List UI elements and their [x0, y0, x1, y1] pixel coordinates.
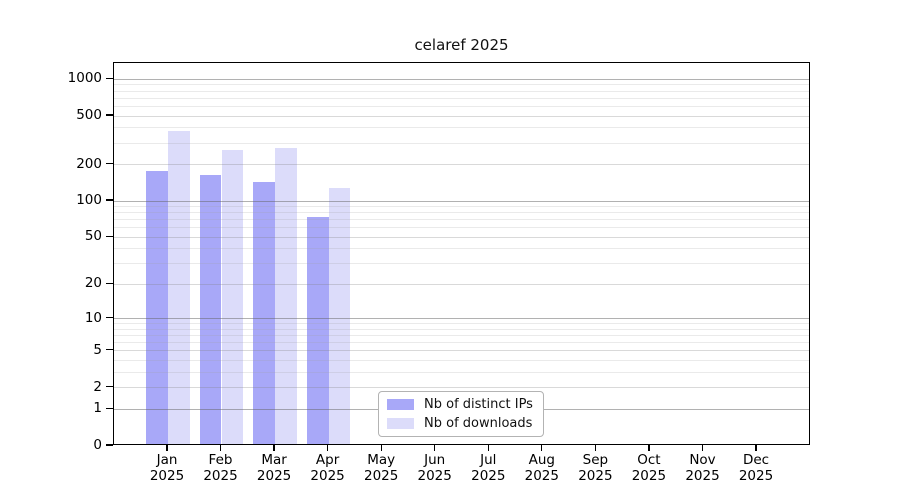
bar-jan-downloads	[168, 131, 190, 444]
x-tick-label-sep: Sep 2025	[578, 452, 613, 484]
x-tick-jul	[487, 445, 489, 451]
x-tick-label-dec: Dec 2025	[738, 452, 774, 484]
gridline-minor-6	[114, 342, 809, 344]
legend-item-downloads: Nb of downloads	[387, 416, 543, 431]
x-tick-nov	[701, 445, 704, 451]
y-tick-label-2: 2	[93, 378, 102, 395]
gridline-minor-3	[114, 371, 809, 373]
y-tick-1	[106, 407, 113, 409]
x-tick-sep	[594, 445, 596, 451]
y-tick-label-5: 5	[93, 341, 102, 358]
y-tick-label-1000: 1000	[67, 70, 102, 87]
y-tick-label-500: 500	[76, 107, 102, 123]
x-tick-label-mar: Mar 2025	[256, 452, 292, 484]
legend-label-distinct-ips: Nb of distinct IPs	[424, 397, 533, 412]
gridline-minor-30	[114, 263, 809, 265]
bar-apr-downloads	[328, 188, 351, 444]
y-tick-500	[106, 114, 113, 116]
gridline-minor-9	[114, 323, 809, 325]
gridline-minor-900	[114, 84, 809, 86]
y-tick-100	[106, 199, 113, 201]
y-tick-label-20: 20	[84, 275, 102, 292]
gridline-minor-4	[114, 360, 809, 362]
gridline-minor-90	[114, 206, 809, 208]
x-tick-jan	[166, 445, 168, 451]
y-tick-20	[106, 282, 113, 285]
gridline-minor-40	[114, 248, 809, 250]
bar-apr-distinct-ips	[306, 217, 329, 444]
gridline-minor-300	[114, 142, 809, 144]
x-tick-label-feb: Feb 2025	[203, 452, 238, 484]
gridline-minor-700	[114, 97, 809, 99]
legend-item-distinct-ips: Nb of distinct IPs	[387, 397, 543, 412]
x-tick-may	[380, 445, 382, 451]
y-tick-label-0: 0	[93, 437, 102, 453]
x-tick-aug	[541, 445, 543, 451]
x-tick-dec	[755, 445, 757, 451]
x-tick-jun	[434, 445, 436, 451]
bar-feb-downloads	[221, 149, 244, 444]
legend-swatch-distinct-ips	[387, 399, 414, 410]
y-tick-10	[106, 317, 113, 319]
x-tick-label-jan: Jan 2025	[149, 452, 185, 484]
y-tick-label-10: 10	[84, 309, 102, 326]
y-tick-50	[106, 235, 113, 237]
y-tick-label-200: 200	[76, 155, 102, 172]
gridline-major-10	[114, 318, 809, 320]
gridline-200	[114, 164, 809, 165]
x-tick-label-jun: Jun 2025	[417, 452, 452, 484]
bar-jan-distinct-ips	[146, 170, 168, 444]
gridline-minor-80	[114, 212, 809, 214]
x-tick-apr	[327, 445, 329, 451]
gridline-major-1000	[114, 78, 809, 80]
gridline-20	[114, 283, 809, 285]
bar-mar-distinct-ips	[253, 182, 276, 444]
x-tick-oct	[648, 445, 650, 451]
y-tick-5	[106, 349, 113, 351]
gridline-50	[114, 236, 809, 238]
gridline-minor-60	[114, 227, 809, 229]
x-tick-label-may: May 2025	[364, 452, 399, 484]
gridline-major-100	[114, 200, 809, 202]
bar-feb-distinct-ips	[199, 175, 222, 444]
y-tick-label-50: 50	[84, 228, 102, 245]
x-tick-label-oct: Oct 2025	[631, 452, 667, 484]
gridline-minor-8	[114, 328, 809, 330]
x-tick-label-aug: Aug 2025	[524, 452, 559, 484]
gridline-5	[114, 350, 809, 352]
x-tick-label-nov: Nov 2025	[685, 452, 720, 484]
gridline-minor-600	[114, 105, 809, 107]
legend: Nb of distinct IPs Nb of downloads	[378, 391, 544, 437]
gridline-minor-7	[114, 335, 809, 337]
y-tick-200	[106, 162, 113, 165]
x-tick-label-apr: Apr 2025	[310, 452, 345, 484]
gridline-minor-800	[114, 90, 809, 92]
y-tick-0	[106, 444, 113, 446]
y-tick-label-100: 100	[76, 192, 102, 208]
y-tick-1000	[106, 77, 113, 79]
gridline-500	[114, 115, 809, 117]
x-tick-label-jul: Jul 2025	[471, 452, 506, 484]
chart-title: celaref 2025	[414, 36, 509, 54]
bar-mar-downloads	[275, 147, 297, 444]
gridline-minor-70	[114, 219, 809, 221]
legend-swatch-downloads	[387, 418, 414, 429]
gridline-minor-400	[114, 127, 809, 129]
plot-area	[113, 62, 810, 445]
y-tick-2	[106, 386, 113, 388]
y-tick-label-1: 1	[93, 400, 102, 417]
legend-label-downloads: Nb of downloads	[424, 416, 533, 431]
x-tick-feb	[219, 445, 222, 451]
gridline-2	[114, 387, 809, 389]
x-tick-mar	[273, 445, 275, 451]
